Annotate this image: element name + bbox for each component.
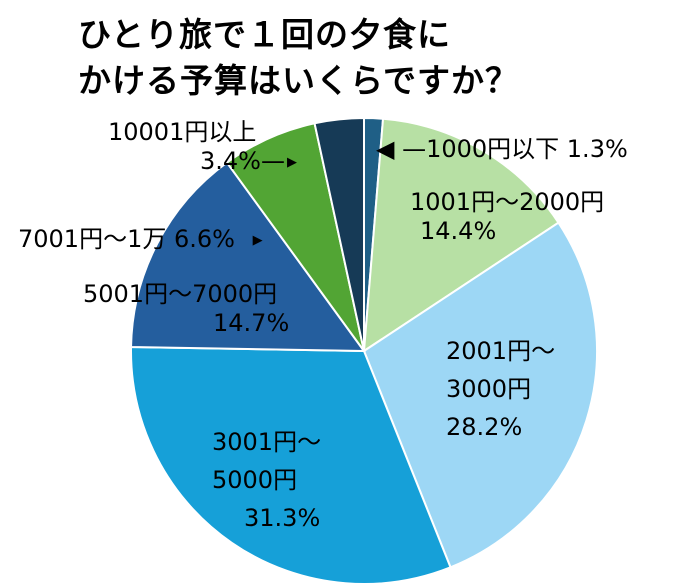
label-under-1000: ◀ —1000円以下 1.3%	[376, 135, 628, 163]
label-3001-5000: 3001円～ 5000円 31.3%	[212, 428, 322, 532]
pie-slice-6	[313, 116, 365, 352]
chart-title: ひとり旅で１回の夕食に かける予算はいくらですか？	[78, 12, 519, 104]
label-over-10001: 10001円以上 3.4%— ▶	[108, 118, 297, 175]
arrow-right-icon: ▶	[286, 155, 297, 170]
pie-slice-2	[362, 221, 598, 569]
chart-title-line1: ひとり旅で１回の夕食に	[78, 15, 452, 54]
pie-slice-1	[362, 117, 560, 353]
label-7001-10000: 7001円～1万 6.6% ▶	[18, 225, 263, 253]
label-2001-3000: 2001円～ 3000円 28.2%	[446, 337, 556, 441]
chart-title-line2: かける予算はいくらですか？	[78, 61, 520, 100]
pie-slice-4	[130, 161, 366, 353]
arrow-right-icon: ▶	[252, 233, 263, 248]
label-5001-7000: 5001円～7000円 14.7%	[83, 280, 290, 337]
label-1001-2000: 1001円～2000円 14.4%	[410, 188, 605, 245]
pie-slice-3	[130, 345, 452, 585]
